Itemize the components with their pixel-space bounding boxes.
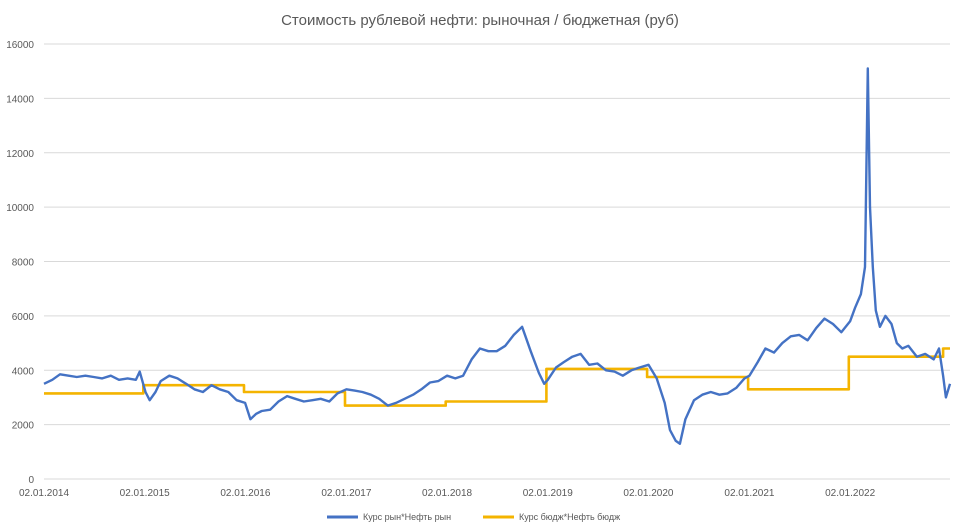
y-tick-label: 16000	[6, 40, 34, 51]
x-tick-label: 02.01.2022	[825, 488, 875, 499]
x-tick-label: 02.01.2021	[724, 488, 774, 499]
y-tick-label: 4000	[12, 366, 35, 377]
y-axis-ticks: 0 2000 4000 6000 8000 10000 12000 14000 16000	[6, 40, 34, 486]
x-tick-label: 02.01.2019	[523, 488, 573, 499]
y-tick-label: 6000	[12, 312, 35, 323]
legend-label-budget: Курс бюдж*Нефть бюдж	[519, 512, 620, 522]
y-tick-label: 12000	[6, 149, 34, 160]
series-layer	[43, 67, 952, 445]
y-tick-label: 0	[28, 475, 34, 486]
x-tick-label: 02.01.2015	[120, 488, 170, 499]
x-axis-ticks: 02.01.2014 02.01.2015 02.01.2016 02.01.2017…	[19, 488, 876, 499]
gridlines	[44, 43, 950, 426]
legend-label-market: Курс рын*Нефть рын	[363, 512, 451, 522]
y-tick-label: 14000	[6, 94, 34, 105]
x-tick-label: 02.01.2017	[321, 488, 371, 499]
y-tick-label: 10000	[6, 203, 34, 214]
chart-title: Стоимость рублевой нефти: рыночная / бюд…	[281, 12, 679, 29]
legend[interactable]: Курс рын*Нефть рын Курс бюдж*Нефть бюдж	[327, 512, 620, 522]
x-tick-label: 02.01.2018	[422, 488, 472, 499]
series-line-market	[43, 67, 952, 445]
y-tick-label: 8000	[12, 258, 35, 269]
series-line-budget	[44, 347, 950, 407]
x-tick-label: 02.01.2014	[19, 488, 69, 499]
x-tick-label: 02.01.2016	[220, 488, 270, 499]
x-tick-label: 02.01.2020	[623, 488, 673, 499]
y-tick-label: 2000	[12, 421, 35, 432]
